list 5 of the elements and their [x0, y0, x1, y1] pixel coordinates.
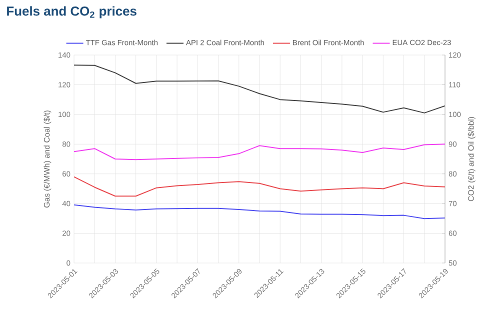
line-series: [74, 64, 446, 114]
chart-title: Fuels and CO$_{2}$ prices: [7, 6, 136, 18]
line-series: [74, 144, 446, 160]
line-series: [74, 176, 446, 197]
line-series: [74, 204, 446, 220]
